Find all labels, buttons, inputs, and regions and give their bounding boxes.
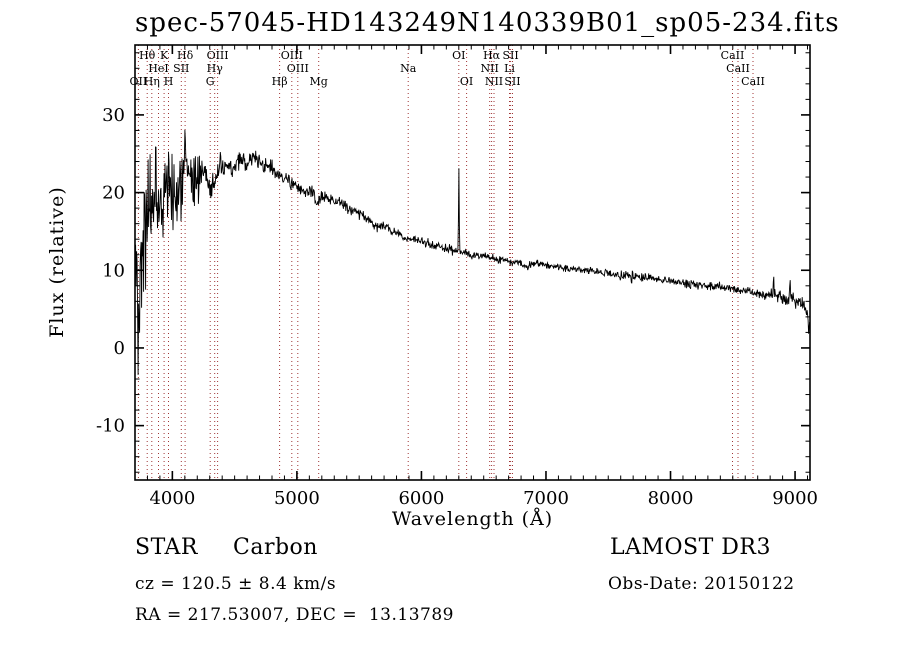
- line-label: Hγ: [207, 62, 224, 75]
- y-tick-label: 10: [102, 260, 125, 281]
- line-label: Hα: [483, 49, 501, 62]
- object-class-label: STAR: [135, 535, 198, 560]
- object-subclass-label: Carbon: [233, 535, 318, 560]
- survey-release-label: LAMOST DR3: [610, 535, 771, 560]
- tick-labels: 4000 5000 6000 7000 8000 9000 -10 0 10 20 30: [96, 105, 818, 509]
- line-label: Hη: [144, 75, 160, 88]
- x-tick-label: 8000: [648, 488, 694, 509]
- ra-dec-text: RA = 217.53007, DEC = 13.13789: [135, 605, 454, 625]
- y-tick-label: 30: [102, 105, 125, 126]
- x-tick-label: 4000: [149, 488, 195, 509]
- y-tick-label: -10: [96, 416, 125, 437]
- line-label: G: [206, 75, 215, 88]
- line-label: HeI: [148, 62, 168, 75]
- line-label: SII: [173, 62, 189, 75]
- line-label: OI: [460, 75, 473, 88]
- line-label: K: [160, 49, 169, 62]
- x-tick-label: 5000: [274, 488, 320, 509]
- line-label: CaII: [741, 75, 765, 88]
- line-label: CaII: [721, 49, 745, 62]
- y-tick-label: 0: [114, 338, 125, 359]
- x-tick-label: 9000: [772, 488, 818, 509]
- obs-date-text: Obs-Date: 20150122: [608, 574, 795, 594]
- x-axis-label: Wavelength (Å): [391, 508, 554, 530]
- axes: [134, 44, 811, 481]
- line-label: Hβ: [272, 75, 288, 88]
- line-label: OI: [452, 49, 465, 62]
- plot-title: spec-57045-HD143249N140339B01_sp05-234.f…: [135, 8, 840, 38]
- line-label: OIII: [287, 62, 309, 75]
- line-label: Mg: [310, 75, 328, 88]
- spectrum-trace: [135, 129, 810, 375]
- line-label: NII: [481, 62, 499, 75]
- x-tick-label: 6000: [398, 488, 444, 509]
- line-label: Hθ: [139, 49, 156, 62]
- y-axis-label: Flux (relative): [46, 186, 68, 338]
- spectral-line-markers: [137, 45, 754, 480]
- line-label: Na: [400, 62, 417, 75]
- minor-ticks: [134, 45, 810, 480]
- line-label: H: [164, 75, 174, 88]
- line-label: NII: [485, 75, 503, 88]
- line-label: OIII: [207, 49, 229, 62]
- spectral-line-labels: OIIHθHηHeIKHSIIHδGHγOIIIHβOIIIOIIIMgNaOI…: [130, 49, 765, 88]
- y-tick-label: 20: [102, 183, 125, 204]
- line-label: OII: [130, 75, 148, 88]
- line-label: Li: [504, 62, 515, 75]
- line-label: OIII: [281, 49, 303, 62]
- line-label: Hδ: [177, 49, 194, 62]
- line-label: SII: [504, 75, 520, 88]
- line-label: CaII: [726, 62, 750, 75]
- x-tick-label: 7000: [523, 488, 569, 509]
- redshift-velocity-text: cz = 120.5 ± 8.4 km/s: [135, 574, 337, 594]
- line-label: SII: [502, 49, 518, 62]
